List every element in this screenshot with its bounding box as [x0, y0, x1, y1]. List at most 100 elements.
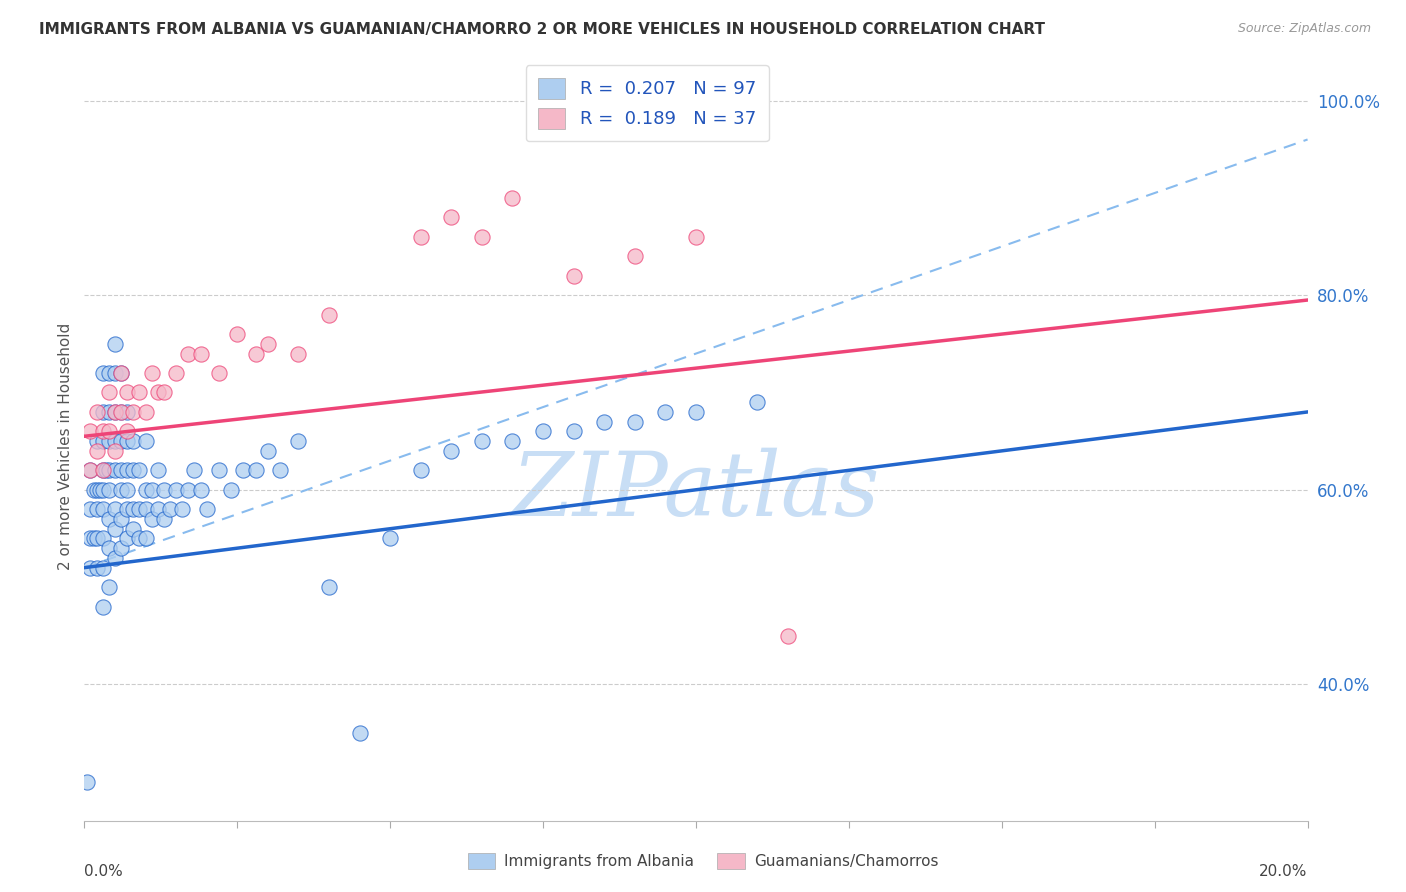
- Point: [349, 726, 371, 740]
- Point: [257, 336, 280, 351]
- Point: [128, 385, 150, 400]
- Point: [624, 249, 647, 263]
- Point: [190, 346, 212, 360]
- Point: [153, 512, 176, 526]
- Point: [531, 425, 554, 439]
- Point: [97, 512, 120, 526]
- Point: [104, 550, 127, 565]
- Point: [79, 463, 101, 477]
- Point: [110, 512, 132, 526]
- Point: [104, 443, 127, 458]
- Point: [110, 366, 132, 380]
- Point: [115, 385, 138, 400]
- Point: [776, 629, 799, 643]
- Point: [128, 502, 150, 516]
- Point: [685, 229, 707, 244]
- Point: [287, 346, 309, 360]
- Point: [440, 443, 463, 458]
- Point: [177, 346, 200, 360]
- Point: [146, 385, 169, 400]
- Point: [122, 405, 145, 419]
- Point: [269, 463, 291, 477]
- Point: [141, 512, 163, 526]
- Point: [502, 191, 524, 205]
- Point: [86, 405, 108, 419]
- Point: [654, 405, 676, 419]
- Point: [97, 425, 120, 439]
- Point: [104, 522, 127, 536]
- Point: [747, 395, 769, 409]
- Point: [97, 463, 120, 477]
- Point: [94, 463, 117, 477]
- Point: [380, 532, 402, 546]
- Point: [97, 483, 120, 497]
- Point: [183, 463, 205, 477]
- Point: [208, 366, 231, 380]
- Point: [104, 405, 127, 419]
- Point: [86, 434, 108, 449]
- Point: [91, 434, 114, 449]
- Point: [685, 405, 707, 419]
- Point: [593, 415, 616, 429]
- Point: [97, 434, 120, 449]
- Point: [146, 463, 169, 477]
- Point: [141, 366, 163, 380]
- Point: [172, 502, 194, 516]
- Point: [153, 483, 176, 497]
- Point: [562, 425, 585, 439]
- Point: [115, 405, 138, 419]
- Point: [104, 336, 127, 351]
- Point: [153, 385, 176, 400]
- Point: [91, 599, 114, 614]
- Point: [97, 541, 120, 556]
- Point: [104, 502, 127, 516]
- Point: [122, 463, 145, 477]
- Point: [110, 366, 132, 380]
- Point: [471, 229, 494, 244]
- Point: [165, 366, 187, 380]
- Point: [471, 434, 494, 449]
- Point: [115, 425, 138, 439]
- Point: [86, 560, 108, 574]
- Point: [97, 366, 120, 380]
- Point: [257, 443, 280, 458]
- Point: [135, 434, 157, 449]
- Point: [110, 483, 132, 497]
- Point: [122, 434, 145, 449]
- Point: [86, 483, 108, 497]
- Point: [79, 502, 101, 516]
- Point: [97, 385, 120, 400]
- Point: [104, 463, 127, 477]
- Point: [128, 463, 150, 477]
- Point: [146, 502, 169, 516]
- Point: [91, 366, 114, 380]
- Point: [177, 483, 200, 497]
- Point: [159, 502, 181, 516]
- Point: [245, 463, 267, 477]
- Point: [318, 580, 340, 594]
- Point: [208, 463, 231, 477]
- Point: [287, 434, 309, 449]
- Point: [624, 415, 647, 429]
- Point: [91, 463, 114, 477]
- Text: 20.0%: 20.0%: [1260, 864, 1308, 880]
- Point: [79, 532, 101, 546]
- Point: [115, 463, 138, 477]
- Point: [135, 483, 157, 497]
- Point: [110, 405, 132, 419]
- Point: [115, 502, 138, 516]
- Point: [562, 268, 585, 283]
- Point: [115, 532, 138, 546]
- Point: [89, 483, 111, 497]
- Y-axis label: 2 or more Vehicles in Household: 2 or more Vehicles in Household: [58, 322, 73, 570]
- Point: [141, 483, 163, 497]
- Point: [409, 229, 432, 244]
- Point: [76, 774, 98, 789]
- Point: [128, 532, 150, 546]
- Point: [91, 560, 114, 574]
- Point: [122, 502, 145, 516]
- Point: [115, 434, 138, 449]
- Legend: R =  0.207   N = 97, R =  0.189   N = 37: R = 0.207 N = 97, R = 0.189 N = 37: [526, 65, 769, 142]
- Point: [165, 483, 187, 497]
- Point: [440, 211, 463, 225]
